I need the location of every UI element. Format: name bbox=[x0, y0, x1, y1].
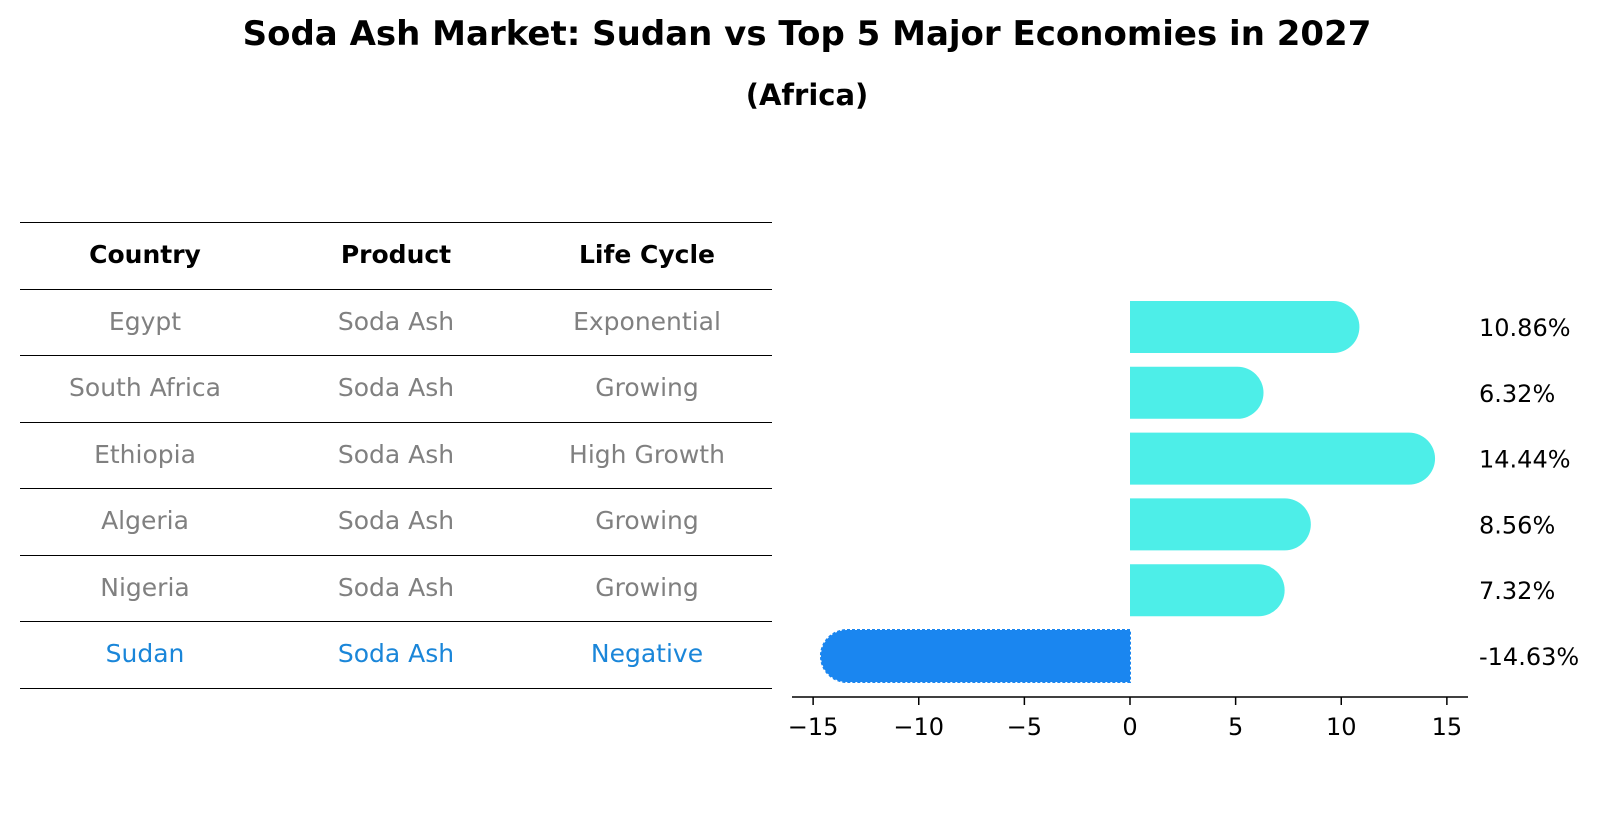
value-label: 14.44% bbox=[1479, 446, 1571, 474]
column-header-country: Country bbox=[89, 240, 201, 269]
table-rule bbox=[20, 421, 772, 423]
table-rule bbox=[20, 355, 772, 356]
bar-algeria bbox=[1130, 498, 1311, 551]
x-tick-label: −10 bbox=[893, 713, 944, 741]
product-cell: Soda Ash bbox=[337, 639, 455, 668]
country-cell: Sudan bbox=[105, 639, 185, 668]
life-cycle-cell: Growing bbox=[595, 506, 699, 535]
chart-subtitle: (Africa) bbox=[745, 78, 869, 112]
table-row: Nigeria Soda Ash Growing bbox=[20, 555, 772, 622]
country-cell: South Africa bbox=[69, 373, 221, 402]
table-rule bbox=[20, 222, 772, 223]
column-header-product: Product bbox=[340, 240, 452, 269]
value-label: 7.32% bbox=[1479, 577, 1555, 605]
value-label: 6.32% bbox=[1479, 380, 1555, 408]
chart-title: Soda Ash Market: Sudan vs Top 5 Major Ec… bbox=[242, 14, 1372, 54]
bar-south-africa bbox=[1130, 366, 1264, 419]
life-cycle-cell: Negative bbox=[590, 639, 704, 668]
x-tick-label: 5 bbox=[1228, 713, 1243, 741]
product-cell: Soda Ash bbox=[337, 439, 455, 469]
life-cycle-cell: High Growth bbox=[569, 439, 725, 469]
bar-nigeria bbox=[1130, 564, 1285, 617]
value-label: 8.56% bbox=[1479, 511, 1555, 539]
table-row-highlighted: Sudan Soda Ash Negative bbox=[20, 621, 772, 688]
product-cell: Soda Ash bbox=[337, 373, 455, 402]
life-cycle-cell: Growing bbox=[595, 373, 699, 402]
bar-ethiopia bbox=[1130, 432, 1436, 485]
table-rule bbox=[20, 554, 772, 556]
product-cell: Soda Ash bbox=[337, 572, 455, 602]
table-rule bbox=[20, 621, 772, 622]
table-row: Ethiopia Soda Ash High Growth bbox=[20, 422, 772, 489]
country-cell: Egypt bbox=[108, 306, 182, 336]
x-tick-label: −15 bbox=[788, 713, 839, 741]
column-header-life-cycle: Life Cycle bbox=[578, 240, 716, 269]
bar-egypt bbox=[1130, 301, 1360, 353]
life-cycle-cell: Growing bbox=[595, 572, 699, 602]
table-rule bbox=[20, 687, 772, 689]
table-row: Egypt Soda Ash Exponential bbox=[20, 289, 772, 356]
table-row: Algeria Soda Ash Growing bbox=[20, 488, 772, 555]
table-rule bbox=[20, 488, 772, 489]
product-cell: Soda Ash bbox=[337, 306, 455, 336]
value-label: 10.86% bbox=[1479, 314, 1571, 342]
table-row: South Africa Soda Ash Growing bbox=[20, 355, 772, 422]
x-tick-label: 10 bbox=[1326, 713, 1357, 741]
table-header-row: Country Product Life Cycle bbox=[20, 222, 772, 289]
table-rule bbox=[20, 288, 772, 290]
life-cycle-cell: Exponential bbox=[573, 306, 721, 336]
bar-sudan bbox=[819, 629, 1131, 683]
country-cell: Algeria bbox=[101, 506, 189, 535]
country-cell: Nigeria bbox=[100, 572, 190, 602]
x-tick-label: 0 bbox=[1122, 713, 1137, 741]
country-cell: Ethiopia bbox=[94, 439, 196, 469]
x-tick-label: −5 bbox=[1007, 713, 1042, 741]
x-tick-label: 15 bbox=[1432, 713, 1463, 741]
product-cell: Soda Ash bbox=[337, 506, 455, 535]
value-label: -14.63% bbox=[1479, 643, 1579, 671]
